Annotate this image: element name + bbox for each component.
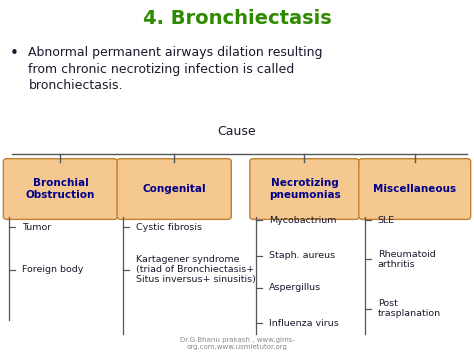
- Text: Cause: Cause: [218, 125, 256, 138]
- Text: Influenza virus: Influenza virus: [269, 318, 338, 328]
- Text: Congenital: Congenital: [142, 184, 206, 194]
- FancyBboxPatch shape: [117, 159, 231, 219]
- Text: Foreign body: Foreign body: [22, 265, 83, 274]
- Text: SLE: SLE: [378, 215, 395, 225]
- Text: Tumor: Tumor: [22, 223, 52, 232]
- Text: Dr.G.Bhanu prakash , www.gims-
org.com,www.usmletutor.org: Dr.G.Bhanu prakash , www.gims- org.com,w…: [180, 337, 294, 350]
- Text: Kartagener syndrome
(triad of Bronchiectasis+
Situs inversus+ sinusitis): Kartagener syndrome (triad of Bronchiect…: [136, 255, 256, 284]
- Text: Necrotizing
pneumonias: Necrotizing pneumonias: [269, 178, 340, 200]
- Text: 4. Bronchiectasis: 4. Bronchiectasis: [143, 9, 331, 28]
- FancyBboxPatch shape: [250, 159, 359, 219]
- Text: Bronchial
Obstruction: Bronchial Obstruction: [26, 178, 95, 200]
- FancyBboxPatch shape: [359, 159, 471, 219]
- Text: Miscellaneous: Miscellaneous: [373, 184, 456, 194]
- Text: •: •: [9, 46, 18, 61]
- Text: Abnormal permanent airways dilation resulting
from chronic necrotizing infection: Abnormal permanent airways dilation resu…: [28, 46, 323, 92]
- Text: Aspergillus: Aspergillus: [269, 283, 321, 292]
- Text: Staph. aureus: Staph. aureus: [269, 251, 335, 260]
- FancyBboxPatch shape: [3, 159, 118, 219]
- Text: Rheumatoid
arthritis: Rheumatoid arthritis: [378, 250, 436, 269]
- Text: Cystic fibrosis: Cystic fibrosis: [136, 223, 202, 232]
- Text: Post
trasplanation: Post trasplanation: [378, 299, 441, 318]
- Text: Mycobactrium: Mycobactrium: [269, 215, 336, 225]
